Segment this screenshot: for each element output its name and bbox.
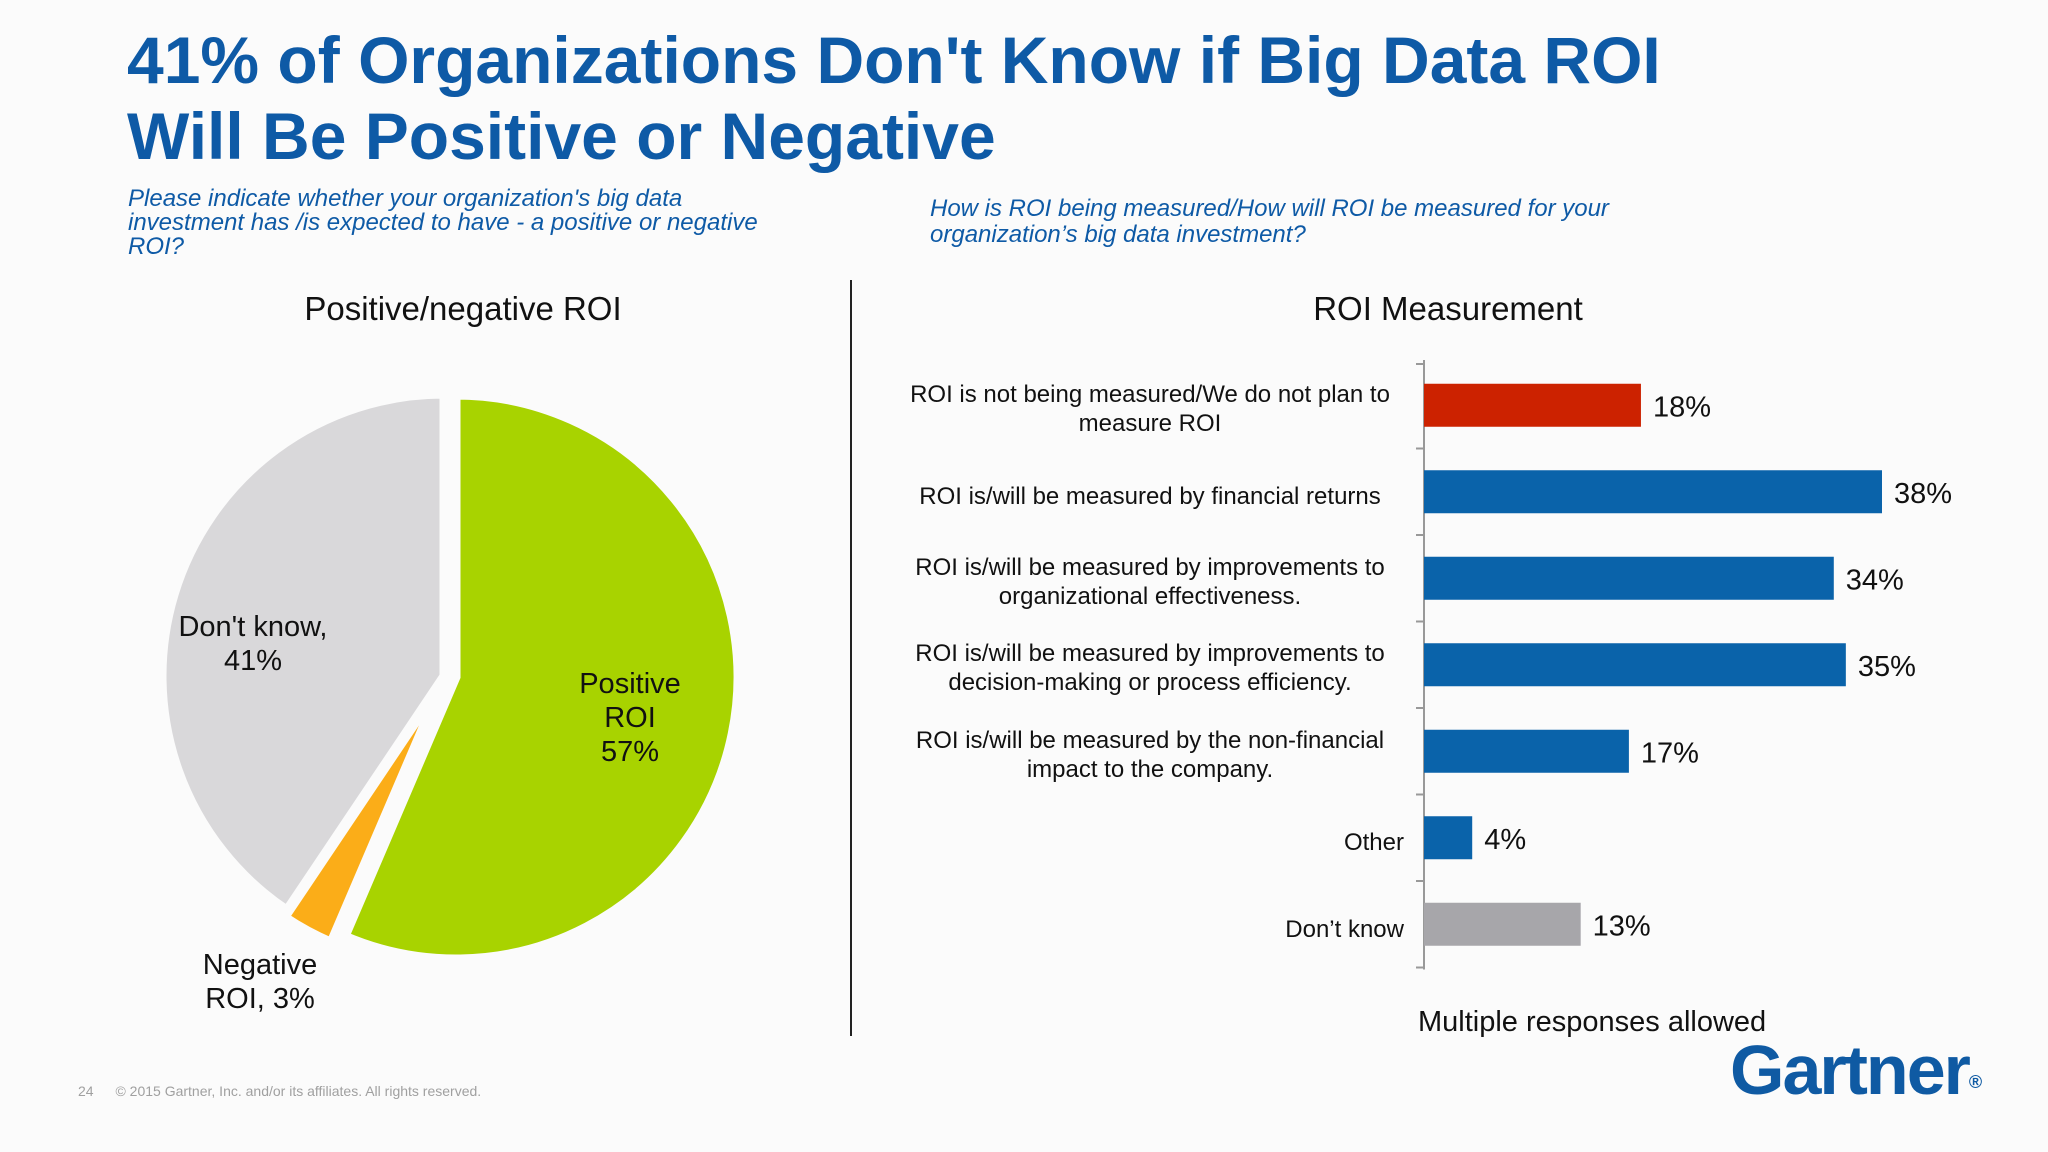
pie-chart-title: Positive/negative ROI — [304, 290, 622, 327]
category-line: measure ROI — [1078, 410, 1222, 437]
bar-category-label: ROI is/will be measured by improvements … — [880, 639, 1420, 697]
category-line: Other — [1343, 829, 1404, 856]
bar — [1424, 383, 1641, 427]
category-line: organizational effectiveness. — [998, 583, 1302, 610]
pie-label-negative: Negative ROI, 3% — [180, 948, 340, 1016]
slide-title: 41% of Organizations Don't Know if Big D… — [127, 22, 1827, 174]
bar-value-label: 18% — [1653, 391, 1711, 423]
category-line: ROI is/will be measured by financial ret… — [919, 483, 1381, 510]
bar-category-label: Other — [1180, 828, 1404, 857]
bar — [1424, 556, 1834, 600]
panel-divider — [850, 280, 852, 1036]
bar-category-label: ROI is/will be measured by the non-finan… — [880, 726, 1420, 784]
slide-title-line: Will Be Positive or Negative — [127, 99, 996, 173]
pie-label-line: Don't know, — [178, 611, 328, 643]
question-line: organization’s big data investment? — [930, 221, 1306, 248]
bar-value-label: 13% — [1593, 910, 1651, 942]
pie-label-line: Positive — [579, 668, 681, 700]
pie-label-line: Negative — [202, 949, 318, 981]
logo-text: Gartner — [1730, 1031, 1971, 1109]
page-number: 24 — [78, 1083, 94, 1099]
footer: 24 © 2015 Gartner, Inc. and/or its affil… — [78, 1083, 481, 1099]
question-right: How is ROI being measured/How will ROI b… — [930, 196, 1609, 248]
pie-label-line: ROI, 3% — [205, 983, 315, 1015]
bar — [1424, 902, 1581, 946]
bar-value-label: 4% — [1484, 824, 1526, 856]
logo-registered-mark: ® — [1968, 1072, 1983, 1092]
category-line: ROI is/will be measured by improvements … — [915, 554, 1385, 581]
category-line: ROI is/will be measured by improvements … — [915, 640, 1385, 667]
gartner-logo: Gartner® — [1730, 1030, 1982, 1110]
category-line: Don’t know — [1285, 916, 1404, 943]
bar-category-label: Don’t know — [1180, 915, 1404, 944]
question-line: Please indicate whether your organizatio… — [128, 185, 683, 212]
bar-category-label: ROI is/will be measured by improvements … — [880, 553, 1420, 611]
category-line: ROI is/will be measured by the non-finan… — [915, 727, 1385, 754]
bar — [1424, 643, 1846, 687]
pie-label-line: ROI — [604, 702, 656, 734]
slide-title-line: 41% of Organizations Don't Know if Big D… — [127, 23, 1661, 97]
bar-category-label: ROI is not being measured/We do not plan… — [880, 380, 1420, 438]
bar — [1424, 816, 1473, 860]
bar-value-label: 34% — [1846, 564, 1904, 596]
bar-value-label: 35% — [1858, 651, 1916, 683]
pie-label-positive: Positive ROI 57% — [560, 667, 700, 769]
bar-category-label: ROI is/will be measured by financial ret… — [880, 482, 1420, 511]
question-left: Please indicate whether your organizatio… — [128, 187, 758, 259]
bar — [1424, 729, 1629, 773]
pie-label-line: 41% — [223, 645, 283, 677]
bar-value-label: 38% — [1894, 478, 1952, 510]
question-line: ROI? — [128, 233, 185, 260]
category-line: ROI is not being measured/We do not plan… — [910, 381, 1390, 408]
footnote-multiple-responses: Multiple responses allowed — [1418, 1006, 1767, 1038]
pie-slice — [278, 680, 447, 949]
category-line: impact to the company. — [1026, 756, 1274, 783]
category-line: decision-making or process efficiency. — [948, 669, 1352, 696]
pie-label-line: 57% — [600, 736, 660, 768]
pie-label-dont-know: Don't know, 41% — [160, 610, 346, 678]
bar-value-label: 17% — [1641, 737, 1699, 769]
pie-slice — [157, 389, 449, 917]
copyright-text: © 2015 Gartner, Inc. and/or its affiliat… — [115, 1083, 482, 1099]
bar — [1424, 470, 1882, 514]
bar-chart-title: ROI Measurement — [1313, 290, 1583, 327]
pie-slice — [339, 390, 743, 964]
question-line: investment has /is expected to have - a … — [128, 209, 758, 236]
question-line: How is ROI being measured/How will ROI b… — [930, 195, 1609, 222]
